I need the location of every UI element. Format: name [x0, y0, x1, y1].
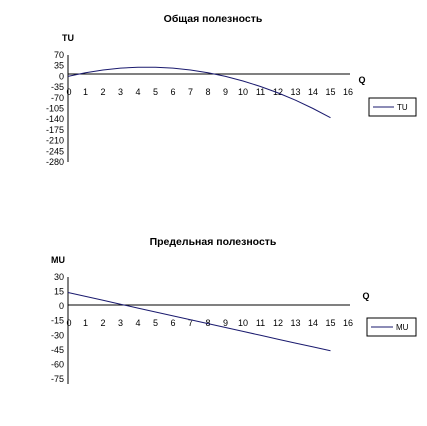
x-tick-label: 5 — [153, 87, 158, 97]
y-tick-label: -140 — [46, 114, 64, 124]
marginal-utility-chart: Предельная полезность MU Q 30150-15-30-4… — [51, 236, 417, 384]
y-axis-label: TU — [62, 33, 74, 43]
series-line-mu — [67, 292, 331, 352]
x-tick-label: 8 — [205, 318, 210, 328]
x-tick-label: 9 — [223, 87, 228, 97]
x-tick-label: 9 — [223, 318, 228, 328]
x-tick-label: 2 — [100, 87, 105, 97]
x-tick-label: 12 — [273, 87, 283, 97]
x-tick-label: 7 — [188, 87, 193, 97]
legend-label: TU — [397, 103, 408, 112]
x-tick-label: 4 — [135, 318, 140, 328]
x-tick-label: 1 — [83, 87, 88, 97]
y-tick-label: -15 — [51, 316, 64, 326]
y-tick-label: -280 — [46, 157, 64, 167]
x-tick-label: 1 — [83, 318, 88, 328]
x-tick-label: 3 — [118, 87, 123, 97]
x-tick-label: 4 — [135, 87, 140, 97]
x-tick-label: 14 — [308, 87, 318, 97]
x-tick-label: 15 — [325, 87, 335, 97]
y-tick-label: 0 — [59, 301, 64, 311]
y-tick-label: -175 — [46, 125, 64, 135]
x-tick-label: 16 — [343, 87, 353, 97]
x-tick-label: 3 — [118, 318, 123, 328]
x-tick-label: 12 — [273, 318, 283, 328]
y-tick-label: 0 — [59, 71, 64, 81]
y-tick-label: 35 — [54, 61, 64, 71]
x-tick-label: 15 — [325, 318, 335, 328]
x-tick-label: 11 — [256, 318, 265, 328]
y-tick-label: -30 — [51, 330, 64, 340]
chart-title: Предельная полезность — [150, 236, 277, 248]
x-tick-label: 14 — [308, 318, 318, 328]
x-axis-label: Q — [362, 291, 369, 301]
x-tick-label: 7 — [188, 318, 193, 328]
x-tick-label: 2 — [100, 318, 105, 328]
y-axis-label: MU — [51, 255, 65, 265]
x-tick-label: 6 — [170, 87, 175, 97]
x-axis-label: Q — [358, 75, 365, 85]
x-tick-label: 10 — [238, 318, 248, 328]
y-tick-label: -60 — [51, 359, 64, 369]
x-tick-label: 11 — [256, 87, 265, 97]
y-tick-label: -35 — [51, 82, 64, 92]
x-tick-label: 6 — [170, 318, 175, 328]
y-tick-label: -245 — [46, 146, 64, 156]
y-tick-label: -105 — [46, 104, 64, 114]
x-tick-label: 13 — [290, 87, 300, 97]
x-tick-label: 8 — [205, 87, 210, 97]
y-tick-label: 15 — [54, 287, 64, 297]
y-tick-label: -210 — [46, 136, 64, 146]
y-tick-label: -70 — [51, 93, 64, 103]
x-tick-label: 0 — [66, 318, 71, 328]
series-line-tu — [67, 66, 331, 119]
y-tick-label: 70 — [54, 50, 64, 60]
x-tick-label: 13 — [290, 318, 300, 328]
x-tick-label: 0 — [66, 87, 71, 97]
y-tick-label: -45 — [51, 345, 64, 355]
x-tick-label: 5 — [153, 318, 158, 328]
total-utility-chart: Общая полезность TU Q 70350-35-70-105-14… — [46, 13, 417, 167]
legend-label: MU — [396, 323, 409, 332]
chart-title: Общая полезность — [164, 13, 263, 25]
x-tick-label: 10 — [238, 87, 248, 97]
y-tick-label: 30 — [54, 272, 64, 282]
x-tick-label: 16 — [343, 318, 353, 328]
y-tick-label: -75 — [51, 374, 64, 384]
